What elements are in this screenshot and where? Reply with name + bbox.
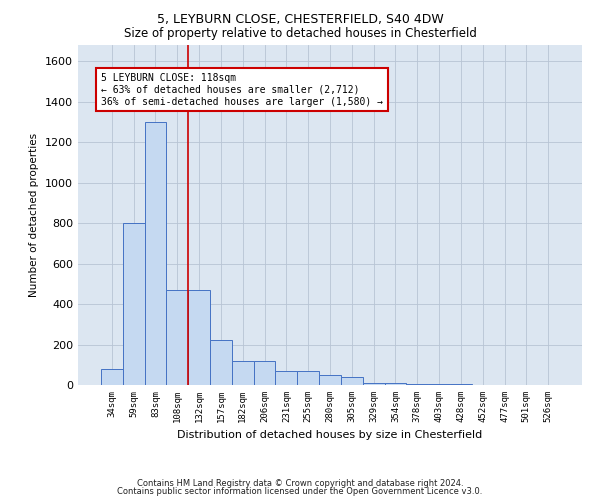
Bar bbox=[210, 340, 232, 385]
Text: Contains HM Land Registry data © Crown copyright and database right 2024.: Contains HM Land Registry data © Crown c… bbox=[137, 478, 463, 488]
Bar bbox=[450, 384, 472, 385]
X-axis label: Distribution of detached houses by size in Chesterfield: Distribution of detached houses by size … bbox=[178, 430, 482, 440]
Text: 5 LEYBURN CLOSE: 118sqm
← 63% of detached houses are smaller (2,712)
36% of semi: 5 LEYBURN CLOSE: 118sqm ← 63% of detache… bbox=[101, 74, 383, 106]
Bar bbox=[232, 360, 254, 385]
Bar bbox=[341, 377, 363, 385]
Bar bbox=[363, 383, 385, 385]
Bar bbox=[275, 371, 297, 385]
Bar bbox=[406, 384, 428, 385]
Bar bbox=[297, 371, 319, 385]
Bar bbox=[145, 122, 166, 385]
Bar bbox=[428, 384, 450, 385]
Text: 5, LEYBURN CLOSE, CHESTERFIELD, S40 4DW: 5, LEYBURN CLOSE, CHESTERFIELD, S40 4DW bbox=[157, 12, 443, 26]
Bar bbox=[319, 375, 341, 385]
Text: Size of property relative to detached houses in Chesterfield: Size of property relative to detached ho… bbox=[124, 28, 476, 40]
Y-axis label: Number of detached properties: Number of detached properties bbox=[29, 133, 40, 297]
Bar bbox=[166, 290, 188, 385]
Bar bbox=[385, 383, 406, 385]
Bar bbox=[254, 360, 275, 385]
Text: Contains public sector information licensed under the Open Government Licence v3: Contains public sector information licen… bbox=[118, 487, 482, 496]
Bar bbox=[188, 290, 210, 385]
Bar bbox=[101, 369, 123, 385]
Bar bbox=[123, 223, 145, 385]
